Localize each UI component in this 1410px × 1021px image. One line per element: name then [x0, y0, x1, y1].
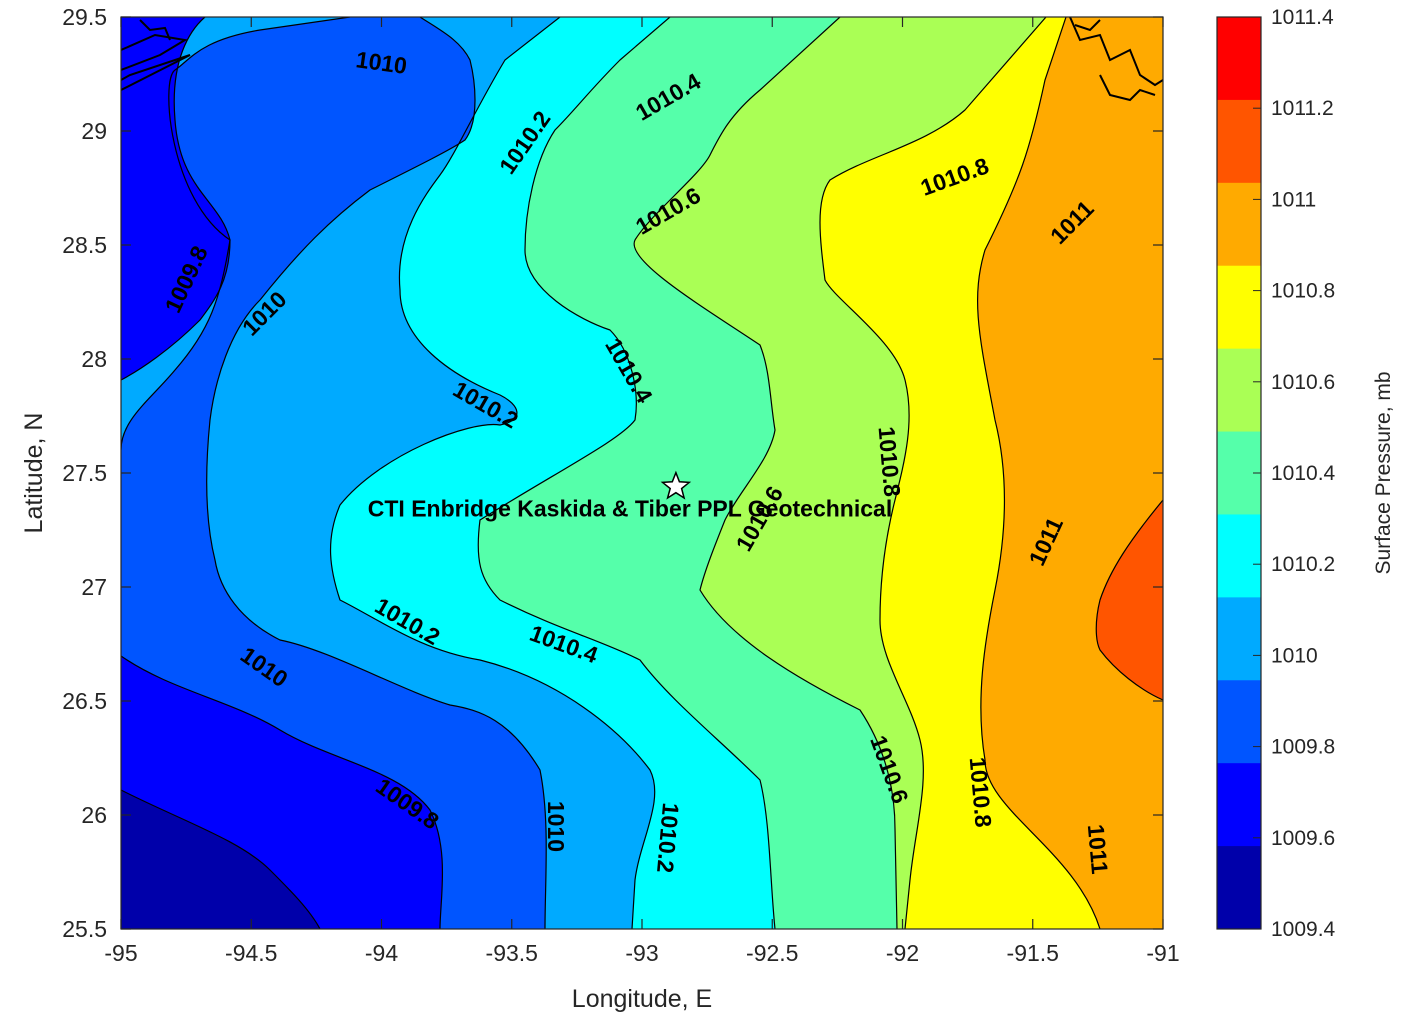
coastline: [121, 17, 1163, 102]
contour-lines: [121, 17, 1163, 929]
colorbar-tick-label: 1011: [1271, 188, 1316, 211]
x-tick-label: -92: [886, 940, 919, 966]
colorbar-tick-label: 1010.6: [1271, 371, 1335, 394]
y-tick-label: 29: [81, 118, 107, 144]
y-tick-label: 27.5: [62, 460, 107, 486]
band-1011-2: [1096, 500, 1163, 700]
colorbar-swatch: [1217, 348, 1261, 433]
y-tick-label: 26: [81, 802, 107, 828]
colorbar-swatch: [1217, 265, 1261, 350]
colorbar-swatch: [1217, 182, 1261, 267]
site-label: CTI Enbridge Kaskida & Tiber PPL Geotech…: [368, 496, 892, 522]
colorbar-tick-label: 1009.6: [1271, 827, 1335, 850]
svg-text:1010.2: 1010.2: [652, 802, 684, 874]
colorbar-tick-label: 1009.4: [1271, 918, 1336, 941]
colorbar-swatch: [1217, 514, 1261, 598]
svg-text:1010: 1010: [543, 801, 569, 852]
x-tick-label: -94.5: [225, 940, 277, 966]
colorbar-tick-label: 1010.8: [1271, 280, 1335, 303]
site-star-icon: [660, 470, 692, 500]
colorbar-tick-label: 1011.4: [1271, 6, 1334, 29]
colorbar: 1009.4 1009.6 1009.8 1010 1010.2 1010.4 1010.6…: [1216, 6, 1336, 941]
y-tick-label: 27: [81, 574, 107, 600]
y-tick-label: 25.5: [62, 916, 107, 942]
y-tick-label: 28: [81, 346, 107, 372]
colorbar-swatch: [1217, 597, 1261, 681]
x-tick-label: -91.5: [1007, 940, 1059, 966]
y-tick-label: 29.5: [62, 4, 107, 30]
colorbar-tick-label: 1009.8: [1271, 736, 1335, 759]
band-1009-4: [121, 790, 320, 929]
contour-label: 1010: [543, 801, 569, 852]
site-marker-group: CTI Enbridge Kaskida & Tiber PPL Geotech…: [368, 470, 892, 522]
colorbar-swatch: [1217, 17, 1261, 101]
y-tick-label: 28.5: [62, 232, 107, 258]
x-tick-label: -93: [625, 940, 658, 966]
x-tick-label: -94: [365, 940, 398, 966]
y-tick-label: 26.5: [62, 688, 107, 714]
contour-label: 1011: [1083, 823, 1113, 875]
x-tick-label: -95: [104, 940, 137, 966]
svg-text:1010.8: 1010.8: [873, 425, 905, 498]
svg-text:1011: 1011: [1083, 823, 1113, 875]
y-axis-label: Latitude, N: [20, 413, 48, 534]
colorbar-tick-label: 1010: [1271, 644, 1318, 667]
colorbar-tick-label: 1010.2: [1271, 553, 1335, 576]
x-axis-label: Longitude, E: [572, 985, 712, 1013]
x-axis-ticks: -95 -94.5 -94 -93.5 -93 -92.5 -92 -91.5 -91: [104, 17, 1180, 966]
colorbar-swatch: [1217, 680, 1261, 764]
x-tick-label: -91: [1146, 940, 1179, 966]
colorbar-swatch: [1217, 763, 1261, 847]
contour-label: 1010.8: [873, 425, 905, 498]
colorbar-label: Surface Pressure, mb: [1372, 371, 1395, 574]
svg-text:1010.8: 1010.8: [965, 756, 997, 829]
x-tick-label: -92.5: [746, 940, 798, 966]
colorbar-tick-label: 1010.4: [1271, 462, 1336, 485]
y-axis-ticks: 25.5 26 26.5 27 27.5 28 28.5 29 29.5: [62, 4, 1163, 942]
colorbar-swatch: [1217, 99, 1261, 184]
pressure-contour-bands: [121, 17, 1163, 929]
band-1009-6: [121, 17, 443, 929]
colorbar-swatch: [1217, 846, 1261, 930]
contour-label: 1010.2: [652, 802, 684, 874]
colorbar-tick-label: 1011.2: [1271, 97, 1334, 120]
x-tick-label: -93.5: [486, 940, 538, 966]
band-1009-8: [121, 17, 547, 929]
contour-label: 1010.8: [965, 756, 997, 829]
